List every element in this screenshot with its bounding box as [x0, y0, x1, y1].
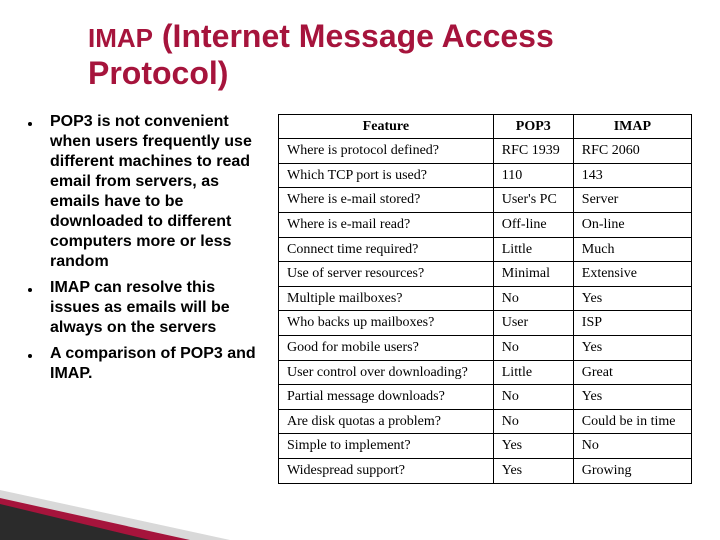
- pop3-cell: User's PC: [493, 188, 573, 213]
- feature-cell: Where is e-mail stored?: [279, 188, 494, 213]
- table-row: Simple to implement?YesNo: [279, 434, 692, 459]
- bullet-text: POP3 is not convenient when users freque…: [50, 112, 264, 272]
- feature-cell: Connect time required?: [279, 237, 494, 262]
- table-row: Good for mobile users?NoYes: [279, 335, 692, 360]
- imap-cell: No: [573, 434, 691, 459]
- pop3-cell: Little: [493, 237, 573, 262]
- pop3-cell: User: [493, 311, 573, 336]
- content-row: POP3 is not convenient when users freque…: [28, 112, 692, 484]
- table-row: Who backs up mailboxes?UserISP: [279, 311, 692, 336]
- imap-cell: Server: [573, 188, 691, 213]
- title-rest: (Internet Message Access Protocol): [88, 18, 554, 91]
- feature-cell: Multiple mailboxes?: [279, 286, 494, 311]
- feature-cell: Where is protocol defined?: [279, 139, 494, 164]
- bullet-icon: [28, 122, 32, 126]
- triangle-dark: [0, 504, 150, 540]
- imap-cell: On-line: [573, 212, 691, 237]
- imap-cell: Yes: [573, 286, 691, 311]
- comparison-table: Feature POP3 IMAP Where is protocol defi…: [278, 114, 692, 484]
- pop3-cell: Off-line: [493, 212, 573, 237]
- pop3-cell: Yes: [493, 434, 573, 459]
- feature-cell: Widespread support?: [279, 458, 494, 483]
- feature-cell: Where is e-mail read?: [279, 212, 494, 237]
- imap-cell: ISP: [573, 311, 691, 336]
- pop3-cell: 110: [493, 163, 573, 188]
- table-row: Use of server resources?MinimalExtensive: [279, 262, 692, 287]
- bullet-icon: [28, 354, 32, 358]
- table-row: Multiple mailboxes?NoYes: [279, 286, 692, 311]
- imap-cell: Great: [573, 360, 691, 385]
- pop3-cell: Little: [493, 360, 573, 385]
- pop3-cell: Minimal: [493, 262, 573, 287]
- feature-cell: Which TCP port is used?: [279, 163, 494, 188]
- list-item: POP3 is not convenient when users freque…: [28, 112, 264, 272]
- feature-cell: Are disk quotas a problem?: [279, 409, 494, 434]
- imap-cell: RFC 2060: [573, 139, 691, 164]
- table-row: Connect time required?LittleMuch: [279, 237, 692, 262]
- bullet-list: POP3 is not convenient when users freque…: [28, 112, 264, 390]
- imap-cell: 143: [573, 163, 691, 188]
- imap-cell: Growing: [573, 458, 691, 483]
- list-item: A comparison of POP3 and IMAP.: [28, 344, 264, 384]
- bullet-text: A comparison of POP3 and IMAP.: [50, 344, 264, 384]
- table-row: Where is e-mail stored?User's PCServer: [279, 188, 692, 213]
- pop3-cell: No: [493, 385, 573, 410]
- pop3-cell: No: [493, 409, 573, 434]
- imap-cell: Much: [573, 237, 691, 262]
- table-body: Where is protocol defined?RFC 1939RFC 20…: [279, 139, 692, 483]
- table-row: User control over downloading?LittleGrea…: [279, 360, 692, 385]
- table-row: Where is protocol defined?RFC 1939RFC 20…: [279, 139, 692, 164]
- imap-cell: Extensive: [573, 262, 691, 287]
- bullet-text: IMAP can resolve this issues as emails w…: [50, 278, 264, 338]
- col-header-imap: IMAP: [573, 114, 691, 139]
- pop3-cell: Yes: [493, 458, 573, 483]
- feature-cell: User control over downloading?: [279, 360, 494, 385]
- pop3-cell: RFC 1939: [493, 139, 573, 164]
- feature-cell: Simple to implement?: [279, 434, 494, 459]
- slide: IMAP (Internet Message Access Protocol) …: [0, 0, 720, 540]
- table-row: Partial message downloads?NoYes: [279, 385, 692, 410]
- slide-title: IMAP (Internet Message Access Protocol): [88, 18, 692, 92]
- table-row: Are disk quotas a problem?NoCould be in …: [279, 409, 692, 434]
- list-item: IMAP can resolve this issues as emails w…: [28, 278, 264, 338]
- comparison-table-wrap: Feature POP3 IMAP Where is protocol defi…: [278, 112, 692, 484]
- col-header-pop3: POP3: [493, 114, 573, 139]
- title-prefix: IMAP: [88, 23, 153, 53]
- table-row: Which TCP port is used?110143: [279, 163, 692, 188]
- table-row: Widespread support?YesGrowing: [279, 458, 692, 483]
- imap-cell: Yes: [573, 385, 691, 410]
- imap-cell: Yes: [573, 335, 691, 360]
- feature-cell: Good for mobile users?: [279, 335, 494, 360]
- feature-cell: Who backs up mailboxes?: [279, 311, 494, 336]
- pop3-cell: No: [493, 286, 573, 311]
- bullet-icon: [28, 288, 32, 292]
- feature-cell: Partial message downloads?: [279, 385, 494, 410]
- feature-cell: Use of server resources?: [279, 262, 494, 287]
- col-header-feature: Feature: [279, 114, 494, 139]
- pop3-cell: No: [493, 335, 573, 360]
- table-row: Where is e-mail read?Off-lineOn-line: [279, 212, 692, 237]
- imap-cell: Could be in time: [573, 409, 691, 434]
- table-header-row: Feature POP3 IMAP: [279, 114, 692, 139]
